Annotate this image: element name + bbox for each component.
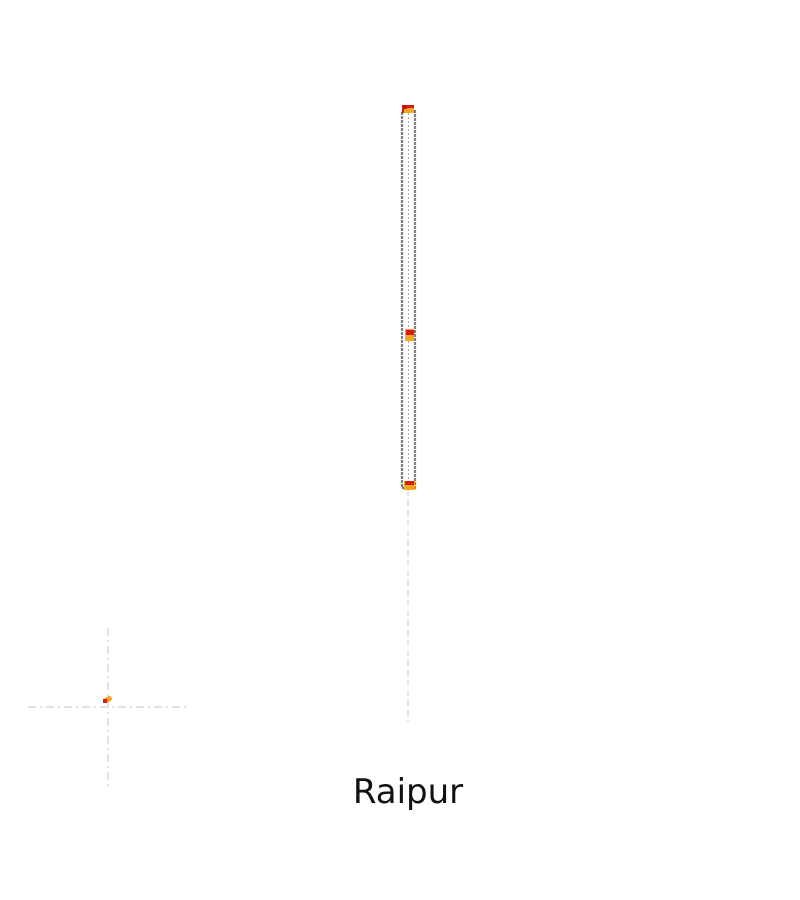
route-marker-bottom[interactable] — [404, 481, 415, 490]
route-marker-top[interactable] — [402, 105, 414, 113]
route-outline[interactable] — [400, 109, 417, 490]
crosshair-guide — [28, 628, 188, 788]
place-name-label: Raipur — [352, 772, 464, 812]
route-marker-middle[interactable] — [405, 329, 414, 341]
location-point-marker[interactable] — [103, 695, 113, 704]
